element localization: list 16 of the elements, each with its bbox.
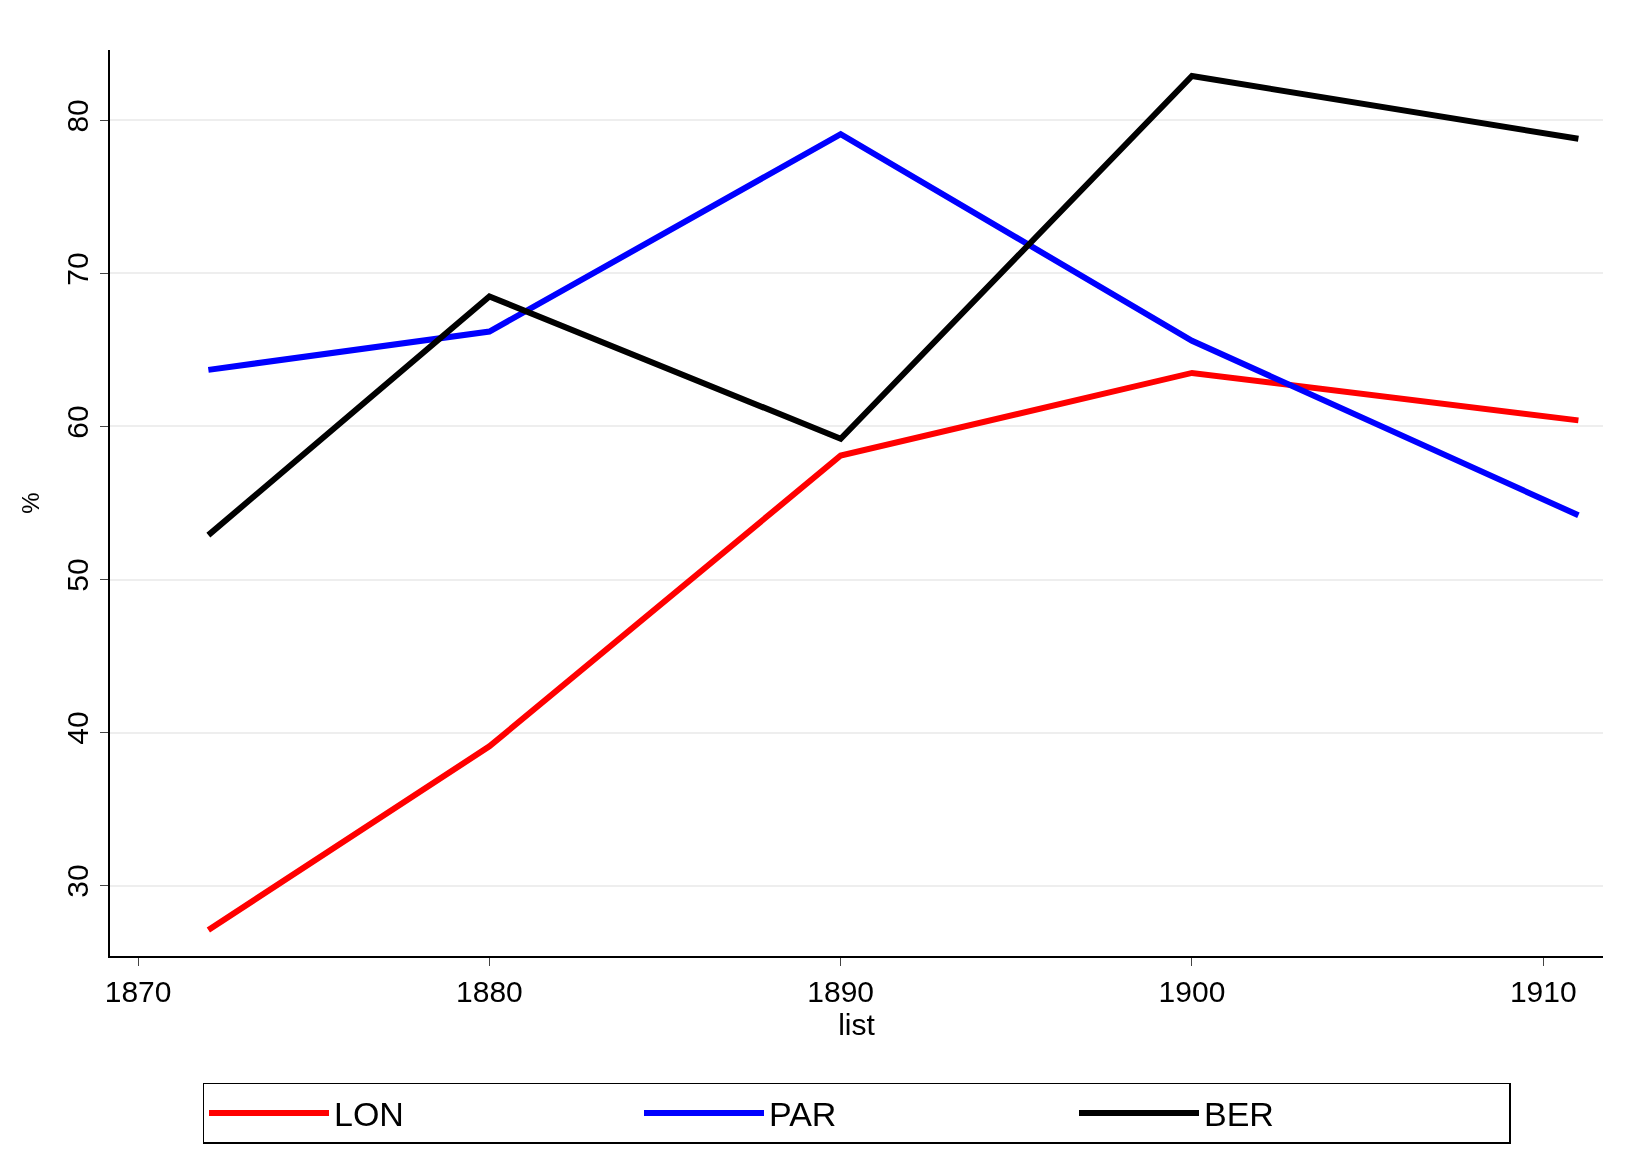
x-tick-label: 1870 bbox=[104, 974, 172, 1008]
x-tick-label: 1890 bbox=[807, 974, 875, 1008]
x-tick-label: 1900 bbox=[1158, 974, 1226, 1008]
y-tick-label: 60 bbox=[61, 405, 95, 439]
y-tick-label: 50 bbox=[61, 558, 95, 592]
y-tick-label: 80 bbox=[61, 99, 95, 133]
x-axis-title: list bbox=[838, 1007, 876, 1041]
x-tick-label: 1910 bbox=[1509, 974, 1577, 1008]
legend-label: LON bbox=[334, 1095, 404, 1134]
y-tick-label: 40 bbox=[61, 711, 95, 745]
x-tick-label: 1880 bbox=[456, 974, 523, 1008]
y-axis-title: % bbox=[16, 492, 44, 514]
y-tick-label: 30 bbox=[61, 864, 95, 898]
legend-label: BER bbox=[1204, 1095, 1274, 1134]
legend-label: PAR bbox=[769, 1095, 837, 1134]
y-tick-label: 70 bbox=[61, 252, 95, 286]
